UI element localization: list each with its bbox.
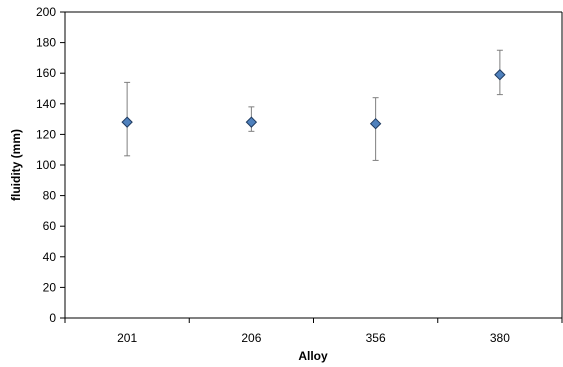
data-point xyxy=(369,117,382,130)
data-point xyxy=(121,116,133,128)
y-tick-label: 200 xyxy=(36,5,56,19)
data-point xyxy=(494,69,506,81)
y-tick-label: 100 xyxy=(36,158,56,172)
data-point xyxy=(245,116,258,128)
x-axis-ticks: 201 206 356 380 xyxy=(64,318,563,345)
y-tick-label: 80 xyxy=(43,189,57,203)
y-axis-ticks: 0 20 40 60 80 100 120 140 160 180 200 xyxy=(36,5,65,325)
y-tick-label: 180 xyxy=(36,36,56,50)
y-tick-label: 20 xyxy=(43,280,57,294)
x-tick-label: 206 xyxy=(241,331,261,345)
x-tick-label: 356 xyxy=(366,331,386,345)
x-axis-title: Alloy xyxy=(298,349,328,363)
data-points xyxy=(121,69,506,130)
x-tick-label: 380 xyxy=(490,331,510,345)
y-tick-label: 140 xyxy=(36,97,56,111)
plot-area xyxy=(64,11,563,319)
error-bars xyxy=(124,49,503,161)
x-tick-label: 201 xyxy=(117,331,137,345)
y-axis-title: fluidity (mm) xyxy=(9,129,23,201)
y-tick-label: 120 xyxy=(36,127,56,141)
y-tick-label: 0 xyxy=(49,311,56,325)
y-tick-label: 160 xyxy=(36,66,56,80)
y-tick-label: 60 xyxy=(43,219,57,233)
y-tick-label: 40 xyxy=(43,250,57,264)
